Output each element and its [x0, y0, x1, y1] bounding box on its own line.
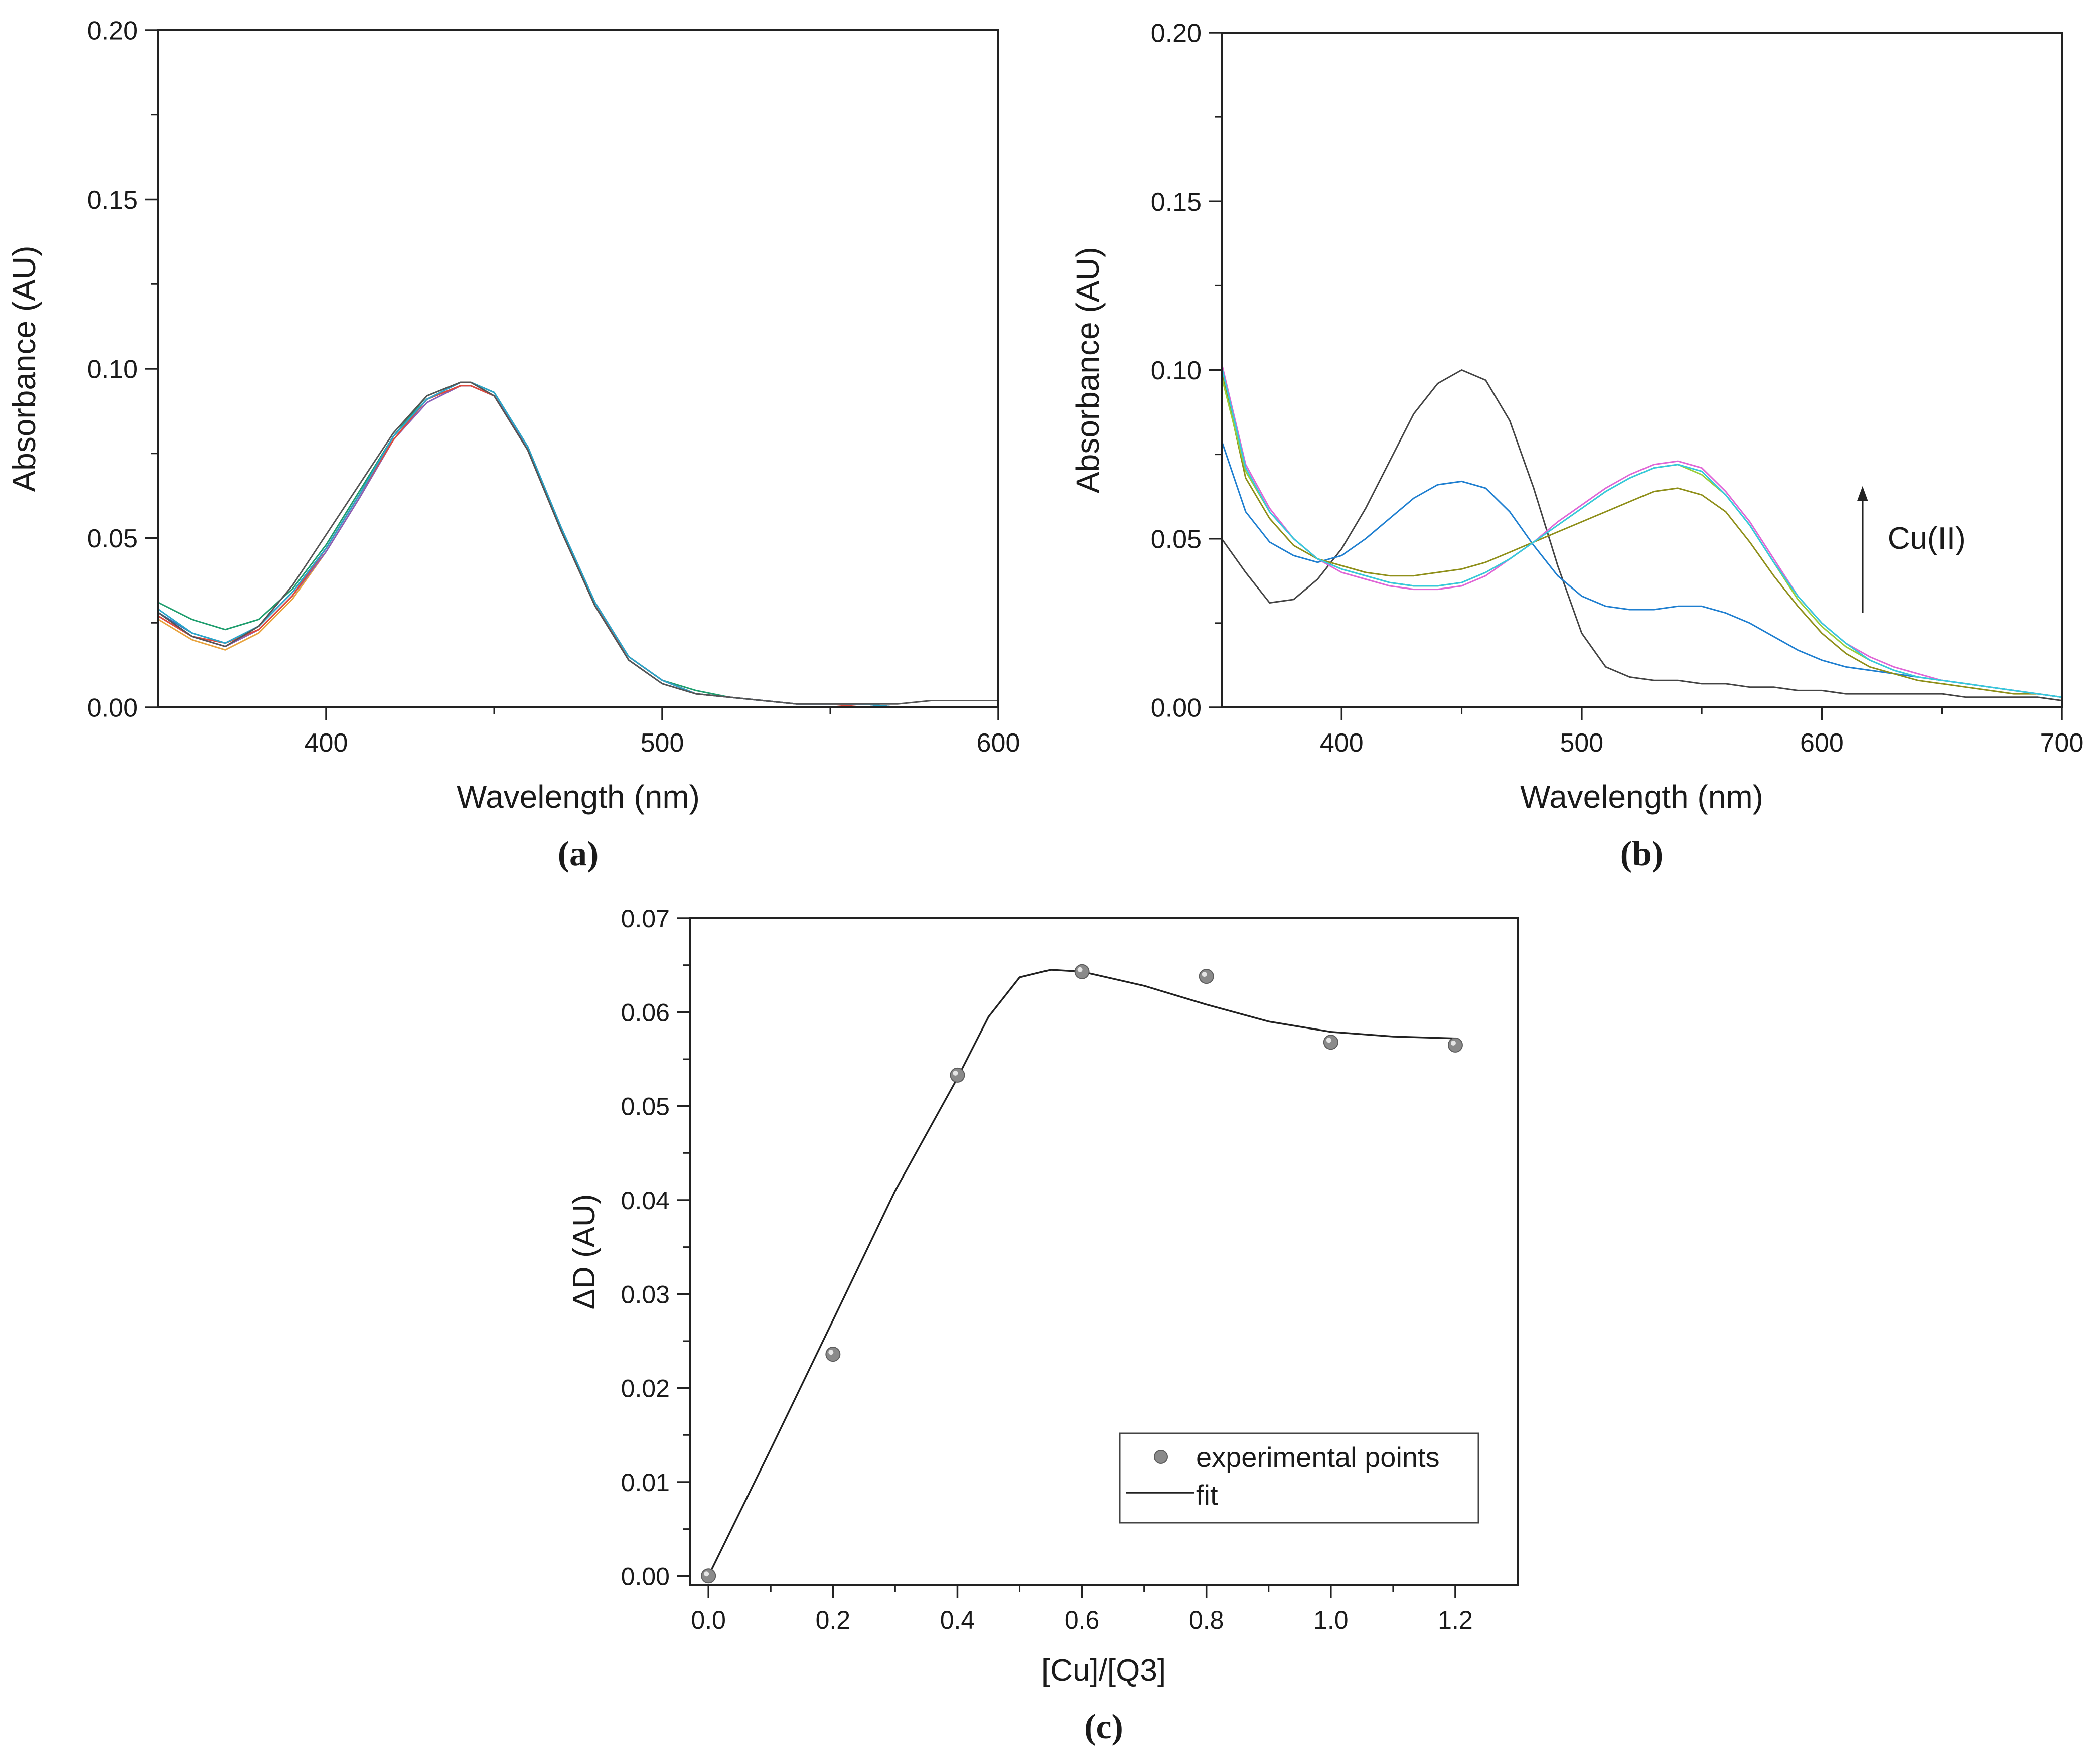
x-tick-label: 0.0: [691, 1606, 726, 1634]
annotation-label: Cu(II): [1888, 521, 1966, 556]
panel-label: (a): [558, 835, 599, 873]
data-point: [701, 1568, 716, 1584]
panel-label: (c): [1084, 1708, 1123, 1746]
x-tick-label: 500: [641, 728, 684, 758]
y-tick-label: 0.00: [87, 694, 138, 723]
y-tick-label: 0.10: [87, 355, 138, 384]
panel-c: 0.0 0.2 0.4 0.6 0.8 1.0 1.2 0.00 0.01 0.02 0.03 0.0…: [567, 905, 1519, 1746]
legend-label: fit: [1196, 1479, 1218, 1511]
y-tick-label: 0.02: [621, 1375, 670, 1403]
y-tick-label: 0.05: [1151, 525, 1202, 554]
x-axis-title: [Cu]/[Q3]: [1041, 1653, 1166, 1688]
data-point: [1074, 964, 1090, 979]
x-tick-label: 0.4: [940, 1606, 975, 1634]
x-tick-label: 0.8: [1189, 1606, 1224, 1634]
y-tick-label: 0.05: [87, 524, 138, 553]
series-line-8: [158, 381, 998, 705]
data-point-highlight: [828, 1350, 834, 1355]
legend-marker-scatter: [1154, 1450, 1168, 1464]
legend-box: [1119, 1432, 1479, 1524]
y-tick-label: 0.04: [621, 1187, 670, 1215]
data-point-highlight: [1202, 972, 1207, 977]
x-tick-label: 0.6: [1065, 1606, 1100, 1634]
y-tick-label: 0.20: [87, 17, 138, 46]
x-tick-label: 600: [977, 728, 1020, 758]
series-line-1: [1221, 369, 2062, 701]
fit-line: [707, 969, 1455, 1577]
data-point-highlight: [1326, 1038, 1331, 1043]
data-point-highlight: [953, 1070, 958, 1076]
panel-label: (b): [1620, 835, 1664, 873]
data-point: [825, 1347, 841, 1362]
x-axis-title: Wavelength (nm): [457, 779, 700, 815]
annotation-arrow-head: [1857, 486, 1868, 501]
x-tick-label: 700: [2040, 728, 2084, 758]
x-tick-label: 1.2: [1438, 1606, 1473, 1634]
data-point: [1447, 1037, 1463, 1053]
series-line-6: [1221, 366, 2062, 698]
data-point: [950, 1067, 965, 1083]
y-tick-label: 0.15: [87, 186, 138, 215]
y-axis-title: Absorbance (AU): [6, 246, 42, 492]
y-tick-label: 0.20: [1151, 19, 1202, 48]
data-point-highlight: [1077, 967, 1083, 972]
panel-b: 400 500 600 700 0.00 0.05 0.10 0.15 0.20 Waveleng…: [1070, 19, 2083, 873]
data-point-highlight: [1450, 1040, 1456, 1046]
plot-frame: [689, 917, 1519, 1586]
series-line-5: [1221, 363, 2062, 698]
series-line-3: [1221, 370, 2062, 698]
y-axis-title: Absorbance (AU): [1070, 247, 1106, 493]
y-tick-label: 0.03: [621, 1280, 670, 1308]
legend-label: experimental points: [1196, 1441, 1440, 1473]
x-tick-label: 0.2: [816, 1606, 851, 1634]
x-tick-label: 1.0: [1313, 1606, 1349, 1634]
x-tick-label: 600: [1800, 728, 1844, 758]
panel-a: 400 500 600 0.00 0.05 0.10 0.15 0.20 Wavelength …: [6, 17, 1020, 873]
y-axis-title: ΔD (AU): [567, 1194, 602, 1310]
x-axis-title: Wavelength (nm): [1520, 779, 1763, 815]
y-tick-label: 0.15: [1151, 188, 1202, 217]
y-tick-label: 0.00: [1151, 694, 1202, 723]
data-point: [1199, 969, 1214, 984]
x-tick-label: 400: [305, 728, 348, 758]
x-tick-label: 400: [1320, 728, 1364, 758]
y-tick-label: 0.05: [621, 1093, 670, 1121]
data-point: [1323, 1035, 1338, 1050]
x-tick-label: 500: [1560, 728, 1603, 758]
y-tick-label: 0.06: [621, 998, 670, 1026]
data-point-highlight: [704, 1571, 709, 1577]
y-tick-label: 0.07: [621, 905, 670, 933]
y-tick-label: 0.01: [621, 1468, 670, 1497]
y-tick-label: 0.10: [1151, 356, 1202, 385]
y-tick-label: 0.00: [621, 1562, 670, 1590]
